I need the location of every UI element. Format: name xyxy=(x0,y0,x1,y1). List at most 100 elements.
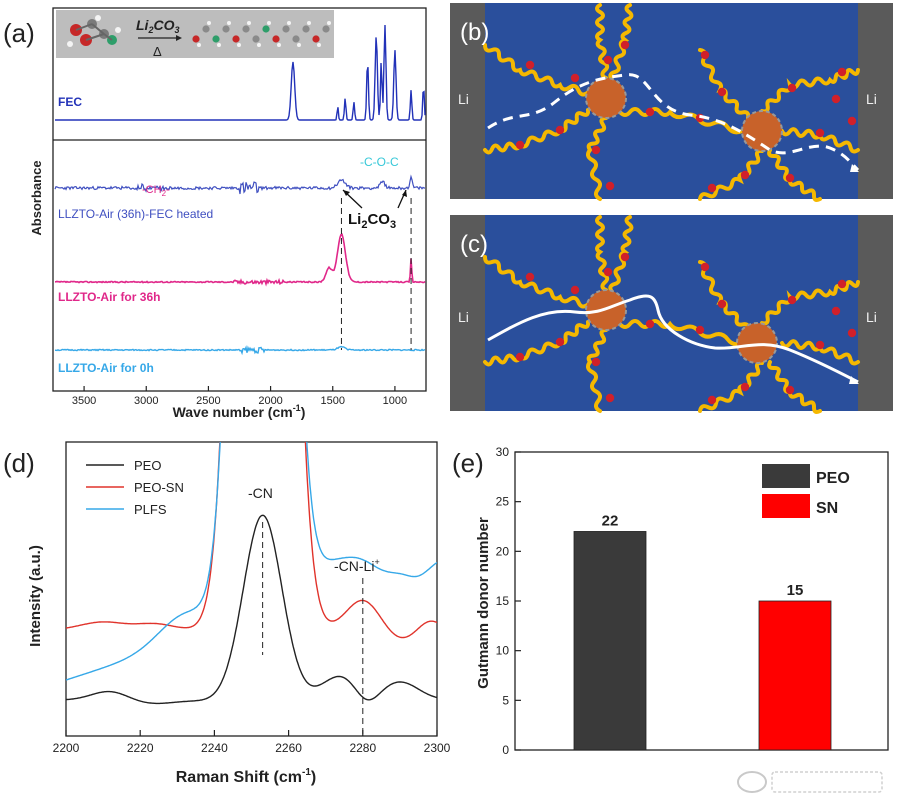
panel-d-tick-label: 2260 xyxy=(275,741,302,755)
trace-label-fec: FEC xyxy=(58,95,82,109)
oxygen-site xyxy=(570,285,580,295)
polymer-atom xyxy=(212,35,220,43)
oxygen-site xyxy=(837,279,847,289)
oxygen-site xyxy=(620,252,630,262)
polymer-atom xyxy=(282,25,290,33)
panel-b-polymer-chains xyxy=(483,3,860,202)
polymer-atom xyxy=(322,25,330,33)
reaction-inset: Li2CO3 Δ xyxy=(56,10,334,59)
panel-c-right-electrode xyxy=(858,215,893,411)
oxygen-site xyxy=(603,267,613,277)
polymer-chain xyxy=(608,3,634,82)
panel-a-tick-label: 3500 xyxy=(72,395,96,407)
oxygen-site xyxy=(740,382,750,392)
polymer-hydrogen xyxy=(267,21,271,25)
polymer-hydrogen xyxy=(207,21,211,25)
oxygen-site xyxy=(570,73,580,83)
oxygen-site xyxy=(591,145,601,155)
oxygen-site xyxy=(815,128,825,138)
polymer-hydrogen xyxy=(217,43,221,47)
panel-e-tick-label: 15 xyxy=(496,594,510,608)
polymer-hydrogen xyxy=(317,43,321,47)
polymer-chain xyxy=(483,108,591,155)
oxygen-site xyxy=(555,125,565,135)
annotation-li2co3: Li2CO3 xyxy=(348,211,396,231)
panel-d-xlabel: Raman Shift (cm-1) xyxy=(176,767,316,786)
oxygen-site xyxy=(603,55,613,65)
polymer-chain xyxy=(585,116,608,201)
bar-value-label: 15 xyxy=(787,582,804,599)
reaction-arrow-head xyxy=(176,35,182,41)
panel-b-particle-1 xyxy=(585,77,627,119)
watermark xyxy=(737,771,883,793)
panel-d-tick-label: 2300 xyxy=(424,741,451,755)
oxygen-site xyxy=(525,272,535,282)
polymer-hydrogen xyxy=(307,21,311,25)
oxygen-site xyxy=(740,170,750,180)
legend-peo-sn: PEO-SN xyxy=(134,480,184,495)
panel-a-tick-label: 2500 xyxy=(196,395,220,407)
panel-c-polymer-chains xyxy=(483,215,860,414)
li2co3-arrowhead-right xyxy=(402,190,407,197)
panel-d-ylabel: Intensity (a.u.) xyxy=(27,545,44,647)
legend-plfs: PLFS xyxy=(134,502,167,517)
polymer-chain xyxy=(595,3,610,80)
oxygen-site xyxy=(645,319,655,329)
reaction-heat-label: Δ xyxy=(153,44,162,59)
polymer-atom xyxy=(202,25,210,33)
panel-c-letter: (c) xyxy=(460,231,488,258)
panel-e-tick-label: 5 xyxy=(502,693,509,707)
panel-c-bg xyxy=(450,215,893,411)
trace-label-0h: LLZTO-Air for 0h xyxy=(58,361,154,375)
panel-a-tick-label: 1000 xyxy=(383,395,407,407)
spectrum-llzto-0h xyxy=(54,345,426,356)
polymer-atom xyxy=(292,35,300,43)
polymer-hydrogen xyxy=(287,21,291,25)
oxygen-site xyxy=(707,183,717,193)
oxygen-site xyxy=(787,295,797,305)
oxygen-site xyxy=(717,87,727,97)
oxygen-site xyxy=(831,94,841,104)
panel-e-bars: 22 15 xyxy=(573,512,832,751)
panel-b-ion-path xyxy=(487,73,860,172)
panel-e-tick-label: 30 xyxy=(496,445,510,459)
oxygen-site xyxy=(591,357,601,367)
oxygen-site xyxy=(717,299,727,309)
panel-b-right-label: Li xyxy=(866,91,877,107)
oxygen-site xyxy=(605,393,615,403)
legend-sn-bar-swatch xyxy=(762,494,810,518)
raman-peo-sn xyxy=(66,442,437,639)
panel-d-frame xyxy=(65,441,438,737)
polymer-chain xyxy=(483,320,591,367)
bar-peo xyxy=(573,531,647,751)
oxygen-site xyxy=(605,181,615,191)
polymer-hydrogen xyxy=(247,21,251,25)
panel-d-tick-label: 2200 xyxy=(53,741,80,755)
panel-e-tick-label: 0 xyxy=(502,743,509,757)
oxygen-site xyxy=(515,352,525,362)
polymer-chain xyxy=(608,215,634,294)
oxygen-site xyxy=(525,60,535,70)
panel-d-tick-label: 2220 xyxy=(127,741,154,755)
polymer-chain xyxy=(760,280,860,326)
panel-c: Li Li (c) xyxy=(450,215,893,414)
polymer-atom xyxy=(192,35,200,43)
panel-a-ylabel: Absorbance xyxy=(29,160,44,235)
panel-a-tick-label: 1500 xyxy=(321,395,345,407)
polymer-atom xyxy=(252,35,260,43)
bar-value-label: 22 xyxy=(602,512,619,529)
oxygen-site xyxy=(707,395,717,405)
li2co3-arrowhead-left xyxy=(343,190,350,196)
oxygen-site xyxy=(785,385,795,395)
fec-molecule xyxy=(67,15,121,47)
panel-e-tick-label: 10 xyxy=(496,644,510,658)
polymer-atom xyxy=(262,25,270,33)
panel-b-bg xyxy=(450,3,893,199)
legend-peo-bar-swatch xyxy=(762,464,810,488)
panel-c-left-electrode xyxy=(450,215,485,411)
polymer-hydrogen xyxy=(277,43,281,47)
legend-sn-bar: SN xyxy=(816,500,838,517)
panel-e-tick-label: 25 xyxy=(496,495,510,509)
trace-label-heated: LLZTO-Air (36h)-FEC heated xyxy=(58,207,213,221)
